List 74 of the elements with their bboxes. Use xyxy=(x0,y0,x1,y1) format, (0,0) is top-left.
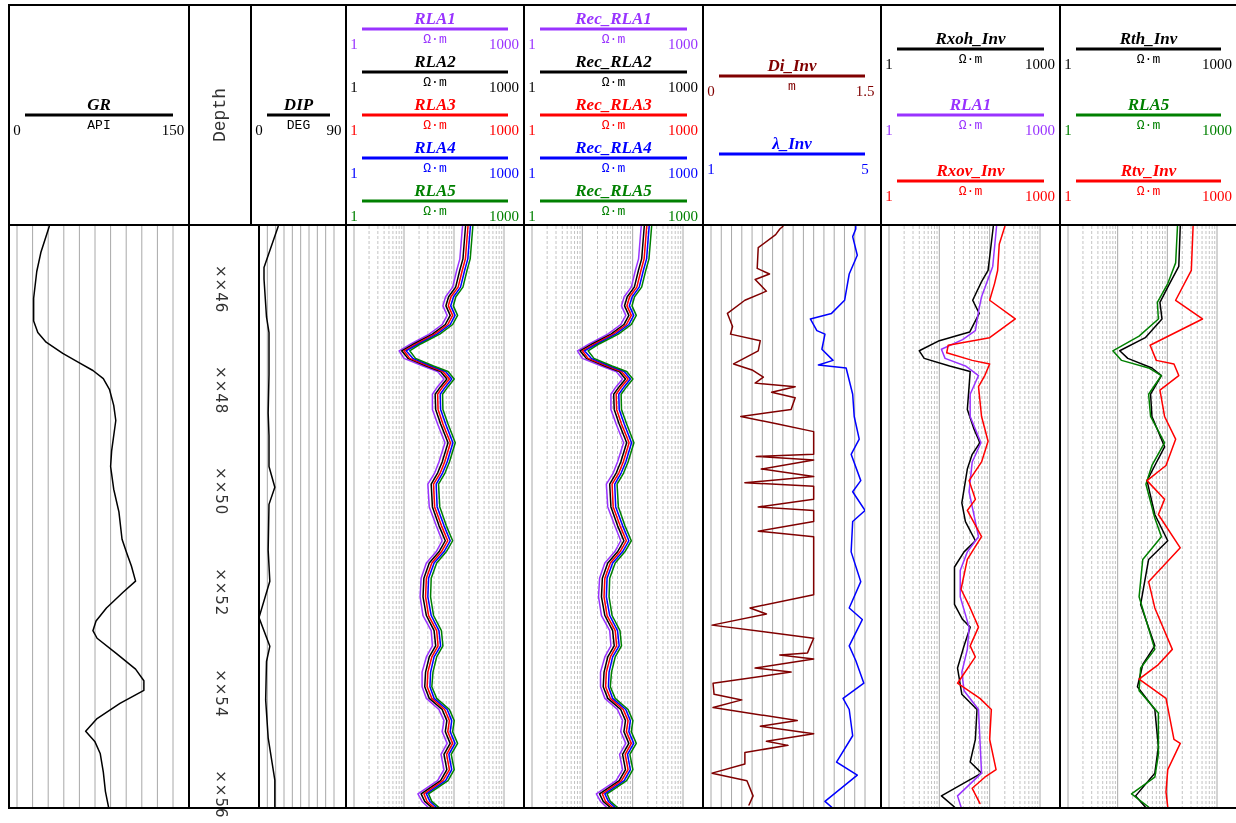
text: Rec_RLA3 xyxy=(574,95,653,114)
x-tick-label: 1 xyxy=(350,208,358,224)
text: 1 xyxy=(350,36,358,52)
x-tick-label: 1 xyxy=(1064,188,1072,204)
text: 1000 xyxy=(489,165,519,181)
x-tick-label: 1000 xyxy=(1025,188,1055,204)
text: Ω·m xyxy=(423,32,447,47)
text: 1000 xyxy=(668,36,698,52)
text: 1 xyxy=(1064,56,1072,72)
text: Ω·m xyxy=(1136,118,1161,133)
text: Rec_RLA4 xyxy=(574,138,652,157)
text: Rec_RLA2 xyxy=(574,52,653,71)
text: 1 xyxy=(528,36,536,52)
x-axis-title: Ω·m xyxy=(423,204,447,219)
x-axis-title: DEG xyxy=(286,118,311,133)
text: 1 xyxy=(885,56,893,72)
text: Ω·m xyxy=(601,75,626,90)
x-axis-title: API xyxy=(87,118,111,133)
x-tick-label: 150 xyxy=(161,122,185,138)
x-tick-label: 1.5 xyxy=(855,83,875,99)
text: 1000 xyxy=(668,165,698,181)
text: Ω·m xyxy=(601,32,626,47)
y-tick-label: ××54 xyxy=(212,669,230,718)
x-tick-label: 1000 xyxy=(489,208,519,224)
text: Rec_RLA1 xyxy=(574,9,652,28)
text: RLA1 xyxy=(948,95,992,114)
x-axis-title: m xyxy=(788,79,797,94)
text: Di_Inv xyxy=(766,56,818,75)
text: λ_Inv xyxy=(771,134,813,153)
text: Rtv_Inv xyxy=(1119,161,1177,180)
text: RLA1 xyxy=(413,9,456,28)
y-tick-label: ××50 xyxy=(212,467,230,516)
text: Ω·m xyxy=(601,161,626,176)
text: Ω·m xyxy=(423,161,447,176)
text: RLA3 xyxy=(413,95,457,114)
y-axis-title: Depth xyxy=(210,87,230,143)
y-tick-label: ××48 xyxy=(212,366,230,415)
text: Rxoh_Inv xyxy=(934,29,1006,48)
text: 1000 xyxy=(1025,56,1055,72)
text: GR xyxy=(87,95,111,114)
x-tick-label: 1000 xyxy=(1202,188,1232,204)
text: Rxov_Inv xyxy=(935,161,1005,180)
x-axis-title: Ω·m xyxy=(958,184,983,199)
y-tick-label: ××52 xyxy=(212,568,230,617)
text: Ω·m xyxy=(423,75,447,90)
x2-tick-label: 5 xyxy=(861,161,869,177)
x-tick-label: 0 xyxy=(255,122,263,138)
text: Rth_Inv xyxy=(1118,29,1178,48)
series-label: Rec_RLA5 xyxy=(574,181,653,200)
x-tick-label: 0 xyxy=(13,122,21,138)
text: Ω·m xyxy=(423,118,447,133)
text: Ω·m xyxy=(601,118,626,133)
text: 1 xyxy=(528,165,536,181)
y-tick-label: ××46 xyxy=(212,265,230,314)
x-axis-title: Ω·m xyxy=(1136,184,1161,199)
x-tick-label: 0 xyxy=(707,83,715,99)
text: DIP xyxy=(282,95,314,114)
text: RLA5 xyxy=(1126,95,1170,114)
text: 1 xyxy=(350,165,358,181)
x-tick-label: 1 xyxy=(528,208,536,224)
series-label: RLA5 xyxy=(413,181,457,200)
x2-tick-label: 1 xyxy=(707,161,715,177)
x-axis-title: Ω·m xyxy=(601,204,626,219)
text: RLA4 xyxy=(413,138,456,157)
text: Ω·m xyxy=(1136,52,1161,67)
text: RLA2 xyxy=(413,52,457,71)
text: Ω·m xyxy=(958,118,983,133)
x-tick-label: 1 xyxy=(885,188,893,204)
text: Ω·m xyxy=(958,52,983,67)
x-tick-label: 1000 xyxy=(668,208,698,224)
text: 1000 xyxy=(489,36,519,52)
x-tick-label: 90 xyxy=(326,122,342,138)
y-tick-label: ××56 xyxy=(212,770,230,819)
text: 1000 xyxy=(1202,56,1232,72)
